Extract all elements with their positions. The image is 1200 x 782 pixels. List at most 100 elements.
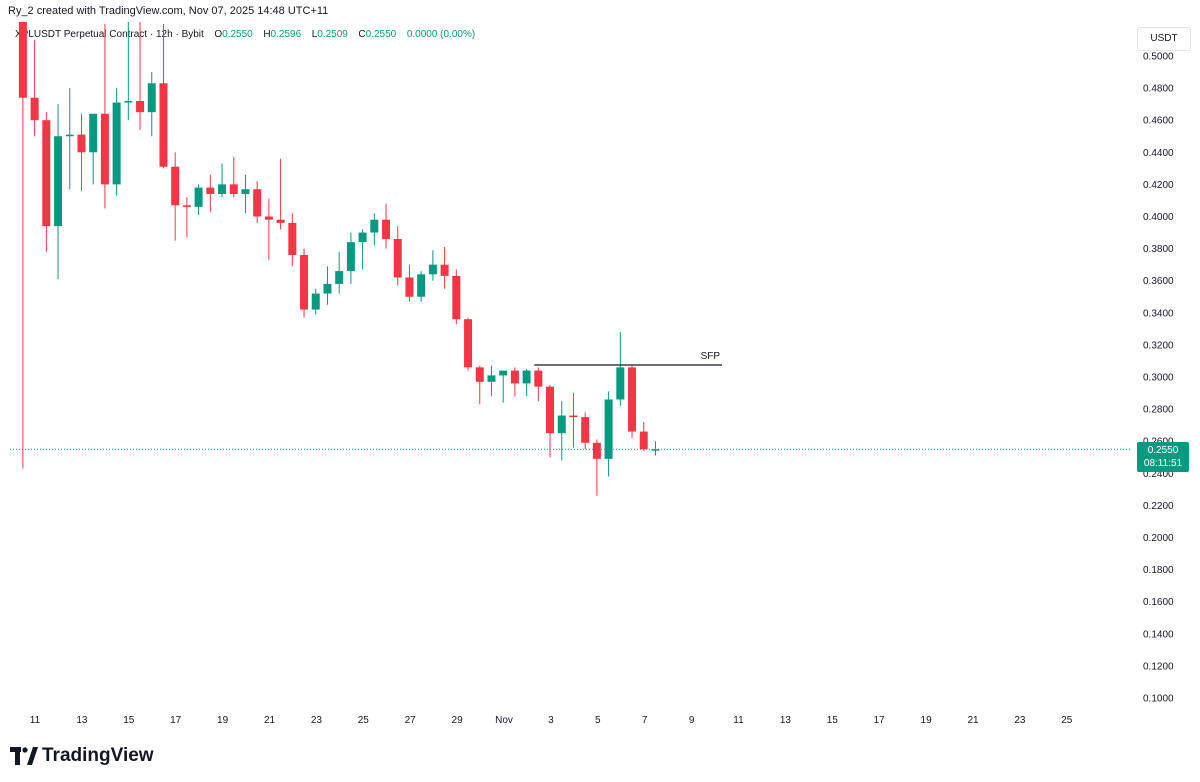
- x-tick-label: 19: [217, 715, 229, 726]
- x-tick-label: 5: [595, 715, 601, 726]
- candle-down[interactable]: [229, 184, 238, 195]
- interval-label[interactable]: 12h: [156, 29, 173, 40]
- change-value: 0.0000 (0.00%): [406, 29, 476, 40]
- candles-group: [18, 0, 660, 496]
- low-label: L: [311, 29, 318, 40]
- candle-down[interactable]: [300, 255, 309, 310]
- y-tick-label: 0.2200: [1143, 501, 1174, 512]
- candle-up[interactable]: [604, 399, 613, 459]
- candle-up[interactable]: [194, 187, 203, 207]
- candle-down[interactable]: [393, 238, 402, 278]
- y-tick-label: 0.2000: [1143, 533, 1174, 544]
- candle-down[interactable]: [18, 0, 27, 98]
- y-tick-label: 0.4400: [1143, 148, 1174, 159]
- x-tick-label: 25: [1061, 715, 1073, 726]
- sfp-label: SFP: [701, 351, 721, 362]
- candle-down[interactable]: [276, 219, 285, 223]
- x-tick-label: 13: [780, 715, 792, 726]
- x-tick-label: Nov: [495, 715, 513, 726]
- candle-up[interactable]: [124, 100, 133, 103]
- candle-down[interactable]: [288, 222, 297, 256]
- candle-up[interactable]: [311, 293, 320, 310]
- candle-up[interactable]: [522, 370, 531, 384]
- candle-up[interactable]: [346, 242, 355, 272]
- candle-down[interactable]: [510, 370, 519, 384]
- candle-up[interactable]: [218, 184, 227, 195]
- candle-down[interactable]: [405, 277, 414, 297]
- candle-down[interactable]: [546, 386, 555, 434]
- candle-down[interactable]: [159, 83, 168, 167]
- candle-up[interactable]: [417, 274, 426, 297]
- candle-up[interactable]: [358, 232, 367, 243]
- x-tick-label: 17: [170, 715, 182, 726]
- x-tick-label: 15: [123, 715, 135, 726]
- candle-down[interactable]: [534, 370, 543, 387]
- exchange-label: Bybit: [181, 29, 204, 40]
- symbol-name[interactable]: XPLUSDT Perpetual Contract: [15, 29, 148, 40]
- candle-down[interactable]: [206, 187, 215, 195]
- candle-up[interactable]: [499, 370, 508, 376]
- candle-down[interactable]: [581, 417, 590, 443]
- y-tick-label: 0.2800: [1143, 405, 1174, 416]
- x-tick-label: 9: [689, 715, 695, 726]
- chart-attribution: Ry_2 created with TradingView.com, Nov 0…: [8, 5, 329, 17]
- candle-up[interactable]: [557, 415, 566, 434]
- candle-up[interactable]: [428, 264, 437, 275]
- y-tick-label: 0.1200: [1143, 661, 1174, 672]
- candle-up[interactable]: [241, 189, 250, 195]
- y-tick-label: 0.1400: [1143, 629, 1174, 640]
- candle-down[interactable]: [639, 431, 648, 450]
- candle-down[interactable]: [42, 120, 51, 227]
- candle-down[interactable]: [569, 415, 578, 418]
- x-tick-label: 3: [548, 715, 554, 726]
- x-tick-label: 17: [874, 715, 886, 726]
- candle-up[interactable]: [65, 134, 74, 137]
- close-label: C: [358, 29, 366, 40]
- open-value: 0.2550: [222, 29, 253, 40]
- candle-up[interactable]: [54, 136, 63, 227]
- candle-down[interactable]: [253, 189, 262, 217]
- candle-down[interactable]: [440, 264, 449, 276]
- candle-down[interactable]: [452, 275, 461, 320]
- x-tick-label: 7: [642, 715, 648, 726]
- currency-selector[interactable]: USDT: [1137, 27, 1191, 51]
- last-price-badge: 0.2550 08:11:51: [1137, 442, 1189, 472]
- candle-up[interactable]: [89, 113, 98, 153]
- candle-down[interactable]: [264, 216, 273, 220]
- candle-up[interactable]: [112, 102, 121, 185]
- candle-down[interactable]: [30, 97, 39, 121]
- candle-up[interactable]: [335, 271, 344, 284]
- y-tick-label: 0.3400: [1143, 308, 1174, 319]
- y-tick-label: 0.4600: [1143, 116, 1174, 127]
- candle-down[interactable]: [136, 100, 145, 113]
- tradingview-logo[interactable]: TradingView: [10, 745, 154, 767]
- candle-down[interactable]: [628, 367, 637, 432]
- candle-down[interactable]: [77, 134, 86, 153]
- candle-down[interactable]: [464, 319, 473, 368]
- candle-up[interactable]: [487, 375, 496, 382]
- candle-up[interactable]: [370, 219, 379, 233]
- y-tick-label: 0.3200: [1143, 340, 1174, 351]
- x-tick-label: 15: [827, 715, 839, 726]
- x-tick-label: 23: [1014, 715, 1026, 726]
- y-tick-label: 0.3800: [1143, 244, 1174, 255]
- candle-down[interactable]: [382, 219, 391, 239]
- candle-down[interactable]: [171, 166, 180, 206]
- candle-up[interactable]: [147, 83, 156, 113]
- y-tick-label: 0.4200: [1143, 180, 1174, 191]
- x-tick-label: 11: [733, 715, 744, 726]
- candle-up[interactable]: [616, 367, 625, 400]
- candle-down[interactable]: [475, 367, 484, 382]
- symbol-legend: XPLUSDT Perpetual Contract · 12h · Bybit…: [15, 29, 476, 40]
- candle-up[interactable]: [323, 283, 332, 294]
- y-tick-label: 0.1000: [1143, 694, 1174, 705]
- candle-down[interactable]: [592, 442, 601, 459]
- x-tick-label: 21: [264, 715, 276, 726]
- x-tick-label: 13: [76, 715, 88, 726]
- y-tick-label: 0.1800: [1143, 565, 1174, 576]
- candle-down[interactable]: [182, 205, 191, 207]
- y-tick-label: 0.5000: [1143, 52, 1174, 63]
- candle-down[interactable]: [100, 113, 109, 185]
- candle-up[interactable]: [651, 449, 660, 451]
